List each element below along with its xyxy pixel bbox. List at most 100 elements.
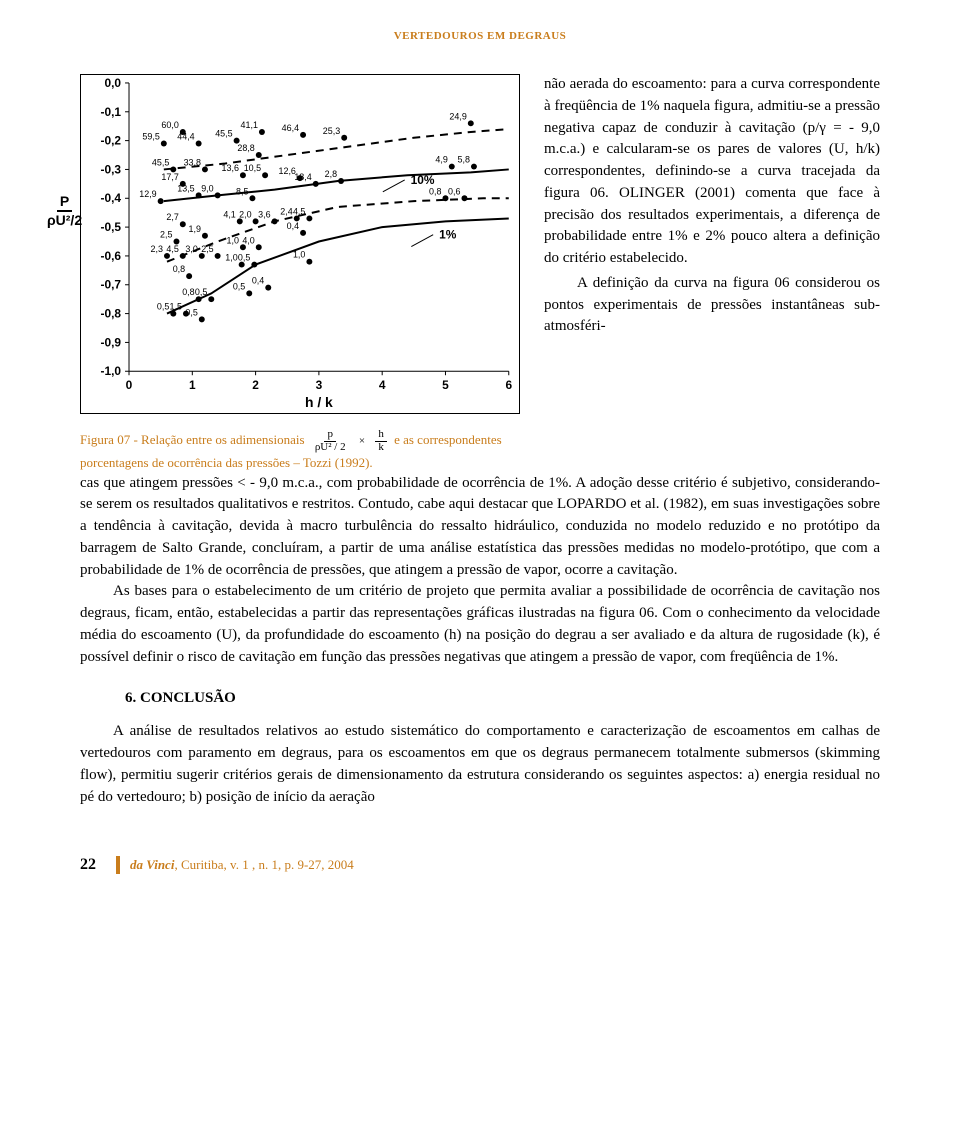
svg-text:3,0: 3,0 — [185, 244, 197, 254]
svg-text:2,8: 2,8 — [325, 169, 337, 179]
svg-text:1,0: 1,0 — [227, 235, 239, 245]
svg-text:3,6: 3,6 — [258, 209, 270, 219]
svg-text:-0,5: -0,5 — [101, 220, 122, 234]
caption-prefix: Figura 07 - Relação entre os adimensiona… — [80, 432, 305, 447]
svg-text:0,5: 0,5 — [185, 307, 197, 317]
footer-location: , Curitiba, v. 1 , n. 1, p. 9-27, 2004 — [174, 857, 353, 872]
svg-text:0,4: 0,4 — [252, 276, 264, 286]
figure-caption: Figura 07 - Relação entre os adimensiona… — [80, 429, 520, 473]
svg-text:44,4: 44,4 — [177, 132, 194, 142]
svg-text:9,0: 9,0 — [201, 183, 213, 193]
svg-text:2,4: 2,4 — [280, 206, 292, 216]
svg-text:1%: 1% — [439, 228, 457, 242]
conclusion-text: A análise de resultados relativos ao est… — [80, 721, 880, 808]
caption-times-icon: × — [359, 435, 365, 447]
svg-text:1,9: 1,9 — [189, 224, 201, 234]
svg-text:2: 2 — [252, 378, 259, 392]
figure-column: P ρU²/2 -1,0-0,9-0,8-0,7-0,6-0,5-0,4-0,3… — [80, 74, 520, 473]
svg-text:1,5: 1,5 — [170, 302, 182, 312]
svg-text:12,6: 12,6 — [279, 166, 296, 176]
body-text: cas que atingem pressões < - 9,0 m.c.a.,… — [80, 473, 880, 669]
svg-text:-0,3: -0,3 — [101, 162, 122, 176]
svg-text:0,8: 0,8 — [182, 287, 194, 297]
svg-text:41,1: 41,1 — [241, 120, 258, 130]
svg-text:0,5: 0,5 — [233, 281, 245, 291]
svg-text:2,5: 2,5 — [201, 244, 213, 254]
svg-text:-0,9: -0,9 — [101, 335, 122, 349]
continuation-para-2: As bases para o estabelecimento de um cr… — [80, 581, 880, 668]
svg-text:4,1: 4,1 — [223, 209, 235, 219]
svg-text:18,4: 18,4 — [294, 172, 311, 182]
svg-text:-0,1: -0,1 — [101, 105, 122, 119]
caption-suffix: e as correspondentes — [394, 432, 502, 447]
svg-text:1: 1 — [189, 378, 196, 392]
svg-text:-0,2: -0,2 — [101, 134, 122, 148]
svg-text:-0,4: -0,4 — [101, 191, 122, 205]
svg-text:6: 6 — [505, 378, 512, 392]
svg-text:45,5: 45,5 — [152, 157, 169, 167]
svg-text:4: 4 — [379, 378, 386, 392]
svg-text:60,0: 60,0 — [161, 120, 178, 130]
svg-text:8,5: 8,5 — [236, 186, 248, 196]
svg-text:-0,8: -0,8 — [101, 307, 122, 321]
svg-text:17,7: 17,7 — [161, 172, 178, 182]
svg-text:0,5: 0,5 — [238, 253, 250, 263]
svg-text:13,6: 13,6 — [222, 163, 239, 173]
y-axis-numerator: P — [57, 194, 72, 212]
svg-text:2,0: 2,0 — [239, 209, 251, 219]
running-head: VERTEDOUROS EM DEGRAUS — [80, 30, 880, 42]
svg-text:4,9: 4,9 — [435, 155, 447, 165]
page-footer: 22 da Vinci, Curitiba, v. 1 , n. 1, p. 9… — [80, 856, 880, 874]
continuation-para-1: cas que atingem pressões < - 9,0 m.c.a.,… — [80, 473, 880, 582]
caption-line-2: porcentagens de ocorrência das pressões … — [80, 455, 373, 470]
svg-text:0,4: 0,4 — [287, 221, 299, 231]
svg-text:10%: 10% — [411, 173, 435, 187]
svg-text:0,6: 0,6 — [448, 186, 460, 196]
svg-text:10,5: 10,5 — [244, 163, 261, 173]
svg-text:0,5: 0,5 — [157, 302, 169, 312]
svg-text:24,9: 24,9 — [449, 111, 466, 121]
figure-07-chart: -1,0-0,9-0,8-0,7-0,6-0,5-0,4-0,3-0,2-0,1… — [80, 74, 520, 414]
svg-text:-0,7: -0,7 — [101, 278, 122, 292]
right-col-para-1: não aerada do escoamento: para a curva c… — [544, 76, 880, 266]
svg-text:0: 0 — [126, 378, 133, 392]
right-text-column: não aerada do escoamento: para a curva c… — [544, 74, 880, 338]
y-axis-label: P ρU²/2 — [44, 194, 85, 227]
svg-text:59,5: 59,5 — [142, 132, 159, 142]
caption-fraction-1: p ρU² / 2 — [312, 429, 349, 453]
caption-fraction-2: h k — [375, 429, 387, 453]
svg-text:1,0: 1,0 — [225, 253, 237, 263]
svg-text:2,5: 2,5 — [160, 230, 172, 240]
svg-text:4,5: 4,5 — [166, 244, 178, 254]
svg-text:28,8: 28,8 — [237, 143, 254, 153]
svg-text:4,0: 4,0 — [242, 235, 254, 245]
svg-text:5: 5 — [442, 378, 449, 392]
section-title-conclusao: 6. CONCLUSÃO — [125, 690, 880, 707]
svg-text:1,0: 1,0 — [293, 250, 305, 260]
svg-text:25,3: 25,3 — [323, 126, 340, 136]
svg-text:46,4: 46,4 — [282, 123, 299, 133]
svg-text:h / k: h / k — [305, 394, 333, 410]
svg-text:0,8: 0,8 — [173, 264, 185, 274]
svg-text:0,0: 0,0 — [104, 76, 121, 90]
svg-text:2,7: 2,7 — [166, 212, 178, 222]
page-number: 22 — [80, 856, 116, 874]
footer-separator-icon — [116, 856, 120, 874]
svg-text:5,8: 5,8 — [458, 155, 470, 165]
svg-text:12,9: 12,9 — [139, 189, 156, 199]
svg-text:45,5: 45,5 — [215, 129, 232, 139]
page: VERTEDOUROS EM DEGRAUS P ρU²/2 -1,0 -0,9 -… — [0, 0, 960, 1148]
svg-text:2,3: 2,3 — [151, 244, 163, 254]
conclusion-para: A análise de resultados relativos ao est… — [80, 721, 880, 808]
svg-text:0,5: 0,5 — [195, 287, 207, 297]
figure-and-text-row: P ρU²/2 -1,0-0,9-0,8-0,7-0,6-0,5-0,4-0,3… — [80, 74, 880, 473]
y-axis-denominator: ρU²/2 — [44, 212, 85, 228]
svg-text:0,8: 0,8 — [429, 186, 441, 196]
svg-text:13,5: 13,5 — [177, 183, 194, 193]
svg-text:33,8: 33,8 — [184, 157, 201, 167]
svg-text:-1,0: -1,0 — [101, 364, 122, 378]
footer-journal: da Vinci — [130, 857, 174, 872]
right-col-para-2: A definição da curva na figura 06 consid… — [544, 273, 880, 338]
svg-text:3: 3 — [316, 378, 323, 392]
svg-text:4,5: 4,5 — [293, 206, 305, 216]
